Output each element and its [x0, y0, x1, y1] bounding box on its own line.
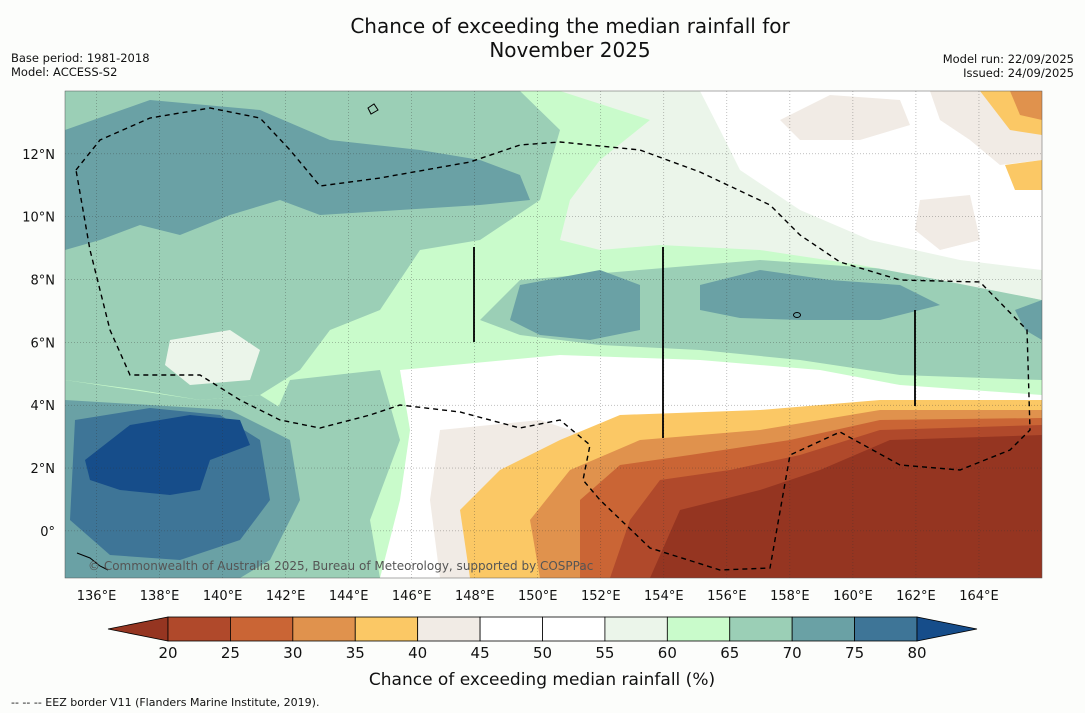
x-tick-label: 162°E — [896, 589, 936, 604]
colorbar-tick-label: 30 — [283, 644, 302, 662]
colorbar-tick-label: 65 — [720, 644, 739, 662]
y-tick-label: 10°N — [22, 211, 55, 226]
x-tick-label: 142°E — [266, 589, 306, 604]
chart-title: Chance of exceeding the median rainfall … — [0, 14, 1085, 62]
x-tick-label: 144°E — [329, 589, 369, 604]
colorbar-tick-label: 60 — [658, 644, 677, 662]
field-70-75-edge — [1015, 300, 1042, 340]
issued-date: Issued: 24/09/2025 — [963, 66, 1074, 80]
field-70-75-east — [700, 270, 940, 320]
x-axis-ticks: 136°E 138°E 140°E 142°E 144°E 146°E 148°E 150°E… — [77, 589, 999, 604]
island-outline — [367, 103, 379, 115]
colorbar-segment — [542, 616, 606, 642]
field-70-75-center — [510, 270, 640, 340]
colorbar-tick-label: 35 — [346, 644, 365, 662]
credit-text: © Commonwealth of Australia 2025, Bureau… — [88, 559, 593, 573]
field-below-20 — [650, 435, 1042, 578]
x-tick-label: 146°E — [392, 589, 432, 604]
y-tick-label: 6°N — [31, 336, 56, 351]
field-35-40-east — [1005, 160, 1042, 190]
rainfall-field — [65, 91, 1042, 578]
x-tick-label: 140°E — [203, 589, 243, 604]
colorbar-tick-label: 80 — [907, 644, 926, 662]
colorbar-segment — [230, 616, 294, 642]
x-tick-label: 164°E — [959, 589, 999, 604]
colorbar-tick-label: 20 — [158, 644, 177, 662]
island-outline-2 — [793, 312, 801, 318]
field-55-60-west — [165, 330, 260, 385]
y-axis-ticks: 0° 2°N 4°N 6°N 8°N 10°N 12°N — [22, 148, 55, 540]
colorbar-segment — [167, 616, 231, 642]
colorbar: 20 25 30 35 40 45 50 55 60 65 70 75 80 — [107, 616, 978, 662]
field-70-75-north — [65, 100, 530, 250]
colorbar-title: Chance of exceeding median rainfall (%) — [369, 670, 715, 690]
x-tick-label: 160°E — [833, 589, 873, 604]
x-tick-label: 152°E — [581, 589, 621, 604]
colorbar-extend-low — [107, 616, 169, 642]
model-name: Model: ACCESS-S2 — [11, 65, 118, 79]
colorbar-tick-label: 50 — [533, 644, 552, 662]
colorbar-segment — [479, 616, 543, 642]
footer-note: -- -- -- EEZ border V11 (Flanders Marine… — [11, 696, 320, 709]
y-tick-label: 2°N — [31, 462, 56, 477]
base-period: Base period: 1981-2018 — [11, 51, 150, 65]
graticule — [65, 91, 1042, 578]
meta-right: Model run: 22/09/2025 Issued: 24/09/2025 — [943, 52, 1074, 80]
model-run: Model run: 22/09/2025 — [942, 52, 1074, 66]
colorbar-extend-high — [916, 616, 978, 642]
x-tick-label: 156°E — [707, 589, 747, 604]
y-tick-label: 0° — [40, 525, 55, 540]
y-tick-label: 8°N — [31, 274, 56, 289]
x-tick-label: 138°E — [140, 589, 180, 604]
colorbar-segment — [666, 616, 731, 642]
x-tick-label: 136°E — [77, 589, 117, 604]
colorbar-segment — [354, 616, 419, 642]
eez-border — [75, 107, 1031, 571]
colorbar-segment — [417, 616, 481, 642]
field-30-35-corner — [1010, 91, 1042, 120]
field-45-50-east — [915, 195, 980, 250]
colorbar-tick-label: 55 — [595, 644, 614, 662]
x-tick-label: 158°E — [770, 589, 810, 604]
colorbar-tick-label: 75 — [845, 644, 864, 662]
map-frame — [64, 90, 1043, 579]
colorbar-segment — [791, 616, 855, 642]
colorbar-tick-label: 25 — [221, 644, 240, 662]
colorbar-segment — [854, 616, 918, 642]
x-tick-label: 148°E — [455, 589, 495, 604]
title-line-1: Chance of exceeding the median rainfall … — [350, 14, 790, 38]
colorbar-tick-label: 70 — [783, 644, 802, 662]
colorbar-tick-label: 45 — [471, 644, 490, 662]
x-tick-label: 154°E — [644, 589, 684, 604]
field-80-plus — [85, 415, 250, 495]
colorbar-segment — [292, 616, 356, 642]
colorbar-tick-label: 40 — [408, 644, 427, 662]
coastline-fragment — [76, 552, 109, 571]
x-tick-label: 150°E — [518, 589, 558, 604]
colorbar-segment — [604, 616, 668, 642]
colorbar-segment — [729, 616, 793, 642]
y-tick-label: 4°N — [31, 399, 56, 414]
y-tick-label: 12°N — [22, 148, 55, 163]
field-45-50-north — [780, 95, 910, 140]
title-line-2: November 2025 — [489, 38, 651, 62]
meta-left: Base period: 1981-2018 Model: ACCESS-S2 — [11, 51, 150, 79]
